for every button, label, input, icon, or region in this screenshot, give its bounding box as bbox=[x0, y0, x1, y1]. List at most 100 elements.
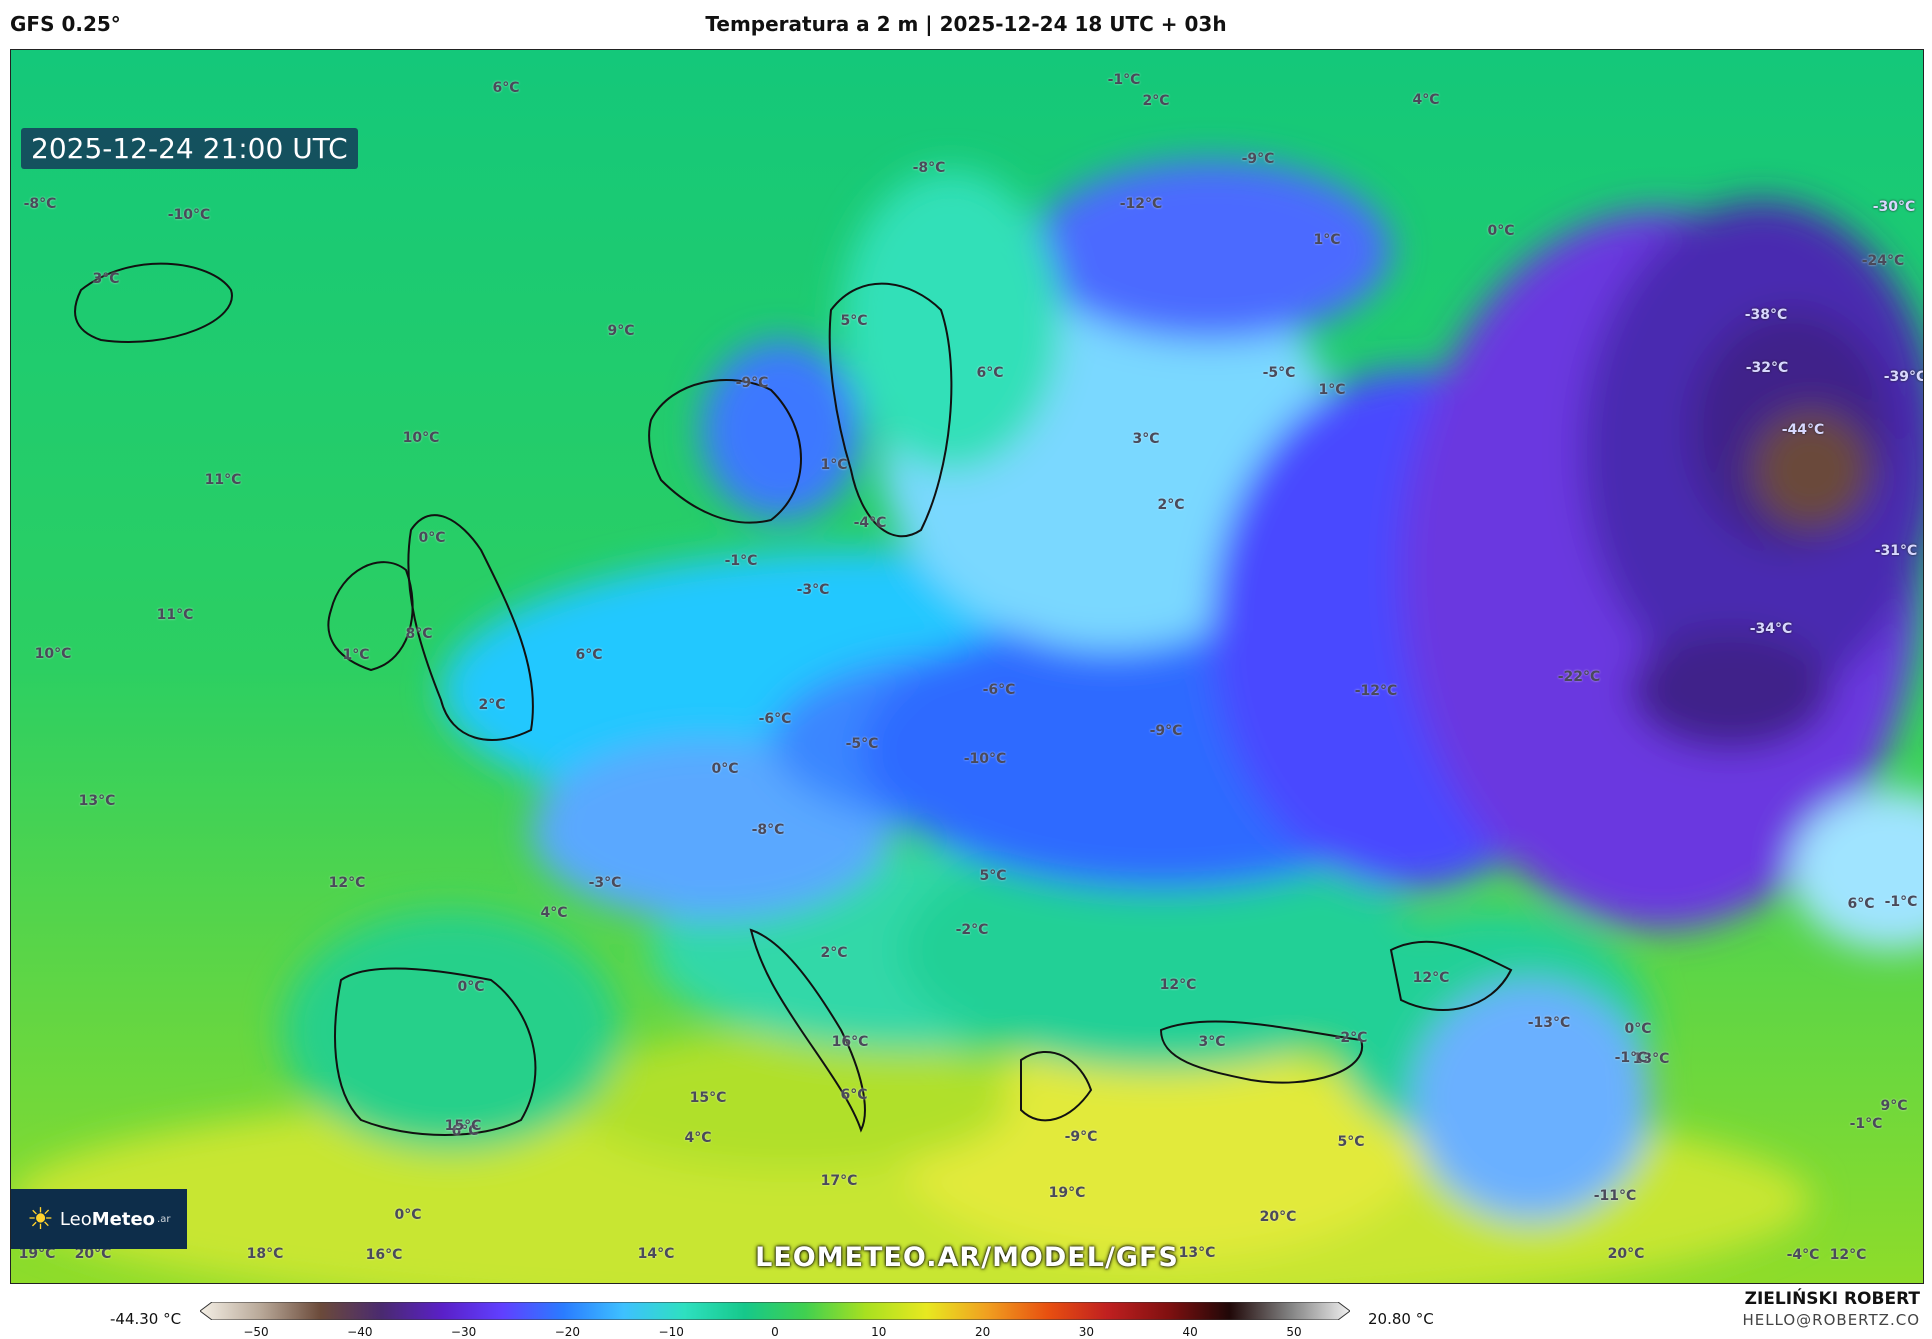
colorbar-tick: 20 bbox=[974, 1325, 991, 1339]
temperature-label: 13°C bbox=[1178, 1245, 1216, 1261]
temperature-label: -2°C bbox=[1334, 1030, 1368, 1046]
temperature-label: 17°C bbox=[820, 1173, 858, 1189]
temperature-label: 6°C bbox=[451, 1123, 479, 1139]
logo-suffix: .ar bbox=[157, 1213, 171, 1225]
temperature-label: -6°C bbox=[982, 682, 1016, 698]
temperature-label: 0°C bbox=[457, 979, 485, 995]
temperature-label: -4°C bbox=[1786, 1247, 1820, 1263]
temperature-label: 19°C bbox=[18, 1246, 56, 1262]
temperature-label: 12°C bbox=[1412, 970, 1450, 986]
colorbar-min-label: -44.30 °C bbox=[110, 1310, 182, 1328]
temperature-label: -10°C bbox=[167, 207, 211, 223]
temperature-label: -4°C bbox=[853, 515, 887, 531]
temperature-label: 16°C bbox=[831, 1034, 869, 1050]
author-email[interactable]: HELLO@ROBERTZ.CO bbox=[1742, 1311, 1920, 1329]
temperature-label: -9°C bbox=[1064, 1129, 1098, 1145]
temperature-label: -12°C bbox=[1354, 683, 1398, 699]
colorbar-tick: −50 bbox=[243, 1325, 269, 1339]
logo-text-light: Leo bbox=[59, 1208, 92, 1230]
temperature-label: -24°C bbox=[1861, 253, 1905, 269]
temperature-label: 0°C bbox=[418, 530, 446, 546]
temperature-label: 5°C bbox=[979, 868, 1007, 884]
temperature-label: -6°C bbox=[758, 711, 792, 727]
temperature-label: -3°C bbox=[588, 875, 622, 891]
temperature-label: 1°C bbox=[1318, 382, 1346, 398]
colorbar-tick: 30 bbox=[1078, 1325, 1095, 1339]
temperature-label: -1°C bbox=[1849, 1116, 1883, 1132]
temperature-label: 0°C bbox=[394, 1207, 422, 1223]
temperature-label: -1°C bbox=[1107, 72, 1141, 88]
temperature-label: -12°C bbox=[1119, 196, 1163, 212]
colorbar-tick: 40 bbox=[1182, 1325, 1198, 1339]
temperature-label: 14°C bbox=[637, 1246, 675, 1262]
temperature-label: -8°C bbox=[751, 822, 785, 838]
temperature-label: -10°C bbox=[963, 751, 1007, 767]
temperature-label: 12°C bbox=[1829, 1247, 1867, 1263]
temperature-label: -5°C bbox=[845, 736, 879, 752]
temperature-label: 6°C bbox=[976, 365, 1004, 381]
temperature-label: 6°C bbox=[1847, 896, 1875, 912]
temperature-label: 2°C bbox=[478, 697, 506, 713]
temperature-label: 16°C bbox=[365, 1247, 403, 1263]
temperature-label: -9°C bbox=[1149, 723, 1183, 739]
valid-time-badge: 2025-12-24 21:00 UTC bbox=[21, 128, 358, 169]
temperature-label: -11°C bbox=[1593, 1188, 1637, 1204]
colorbar bbox=[200, 1302, 1350, 1320]
author-name: ZIELIŃSKI ROBERT bbox=[1744, 1289, 1920, 1309]
temperature-label: 19°C bbox=[1048, 1185, 1086, 1201]
colorbar-max-label: 20.80 °C bbox=[1368, 1310, 1434, 1328]
colorbar-tick: −30 bbox=[450, 1325, 477, 1339]
temperature-label: 12°C bbox=[328, 875, 366, 891]
temperature-label: 0°C bbox=[1624, 1021, 1652, 1037]
temperature-label: -1°C bbox=[1614, 1050, 1648, 1066]
temperature-label: 1°C bbox=[342, 647, 370, 663]
temperature-label: 5°C bbox=[840, 313, 868, 329]
temperature-label: -13°C bbox=[1527, 1015, 1571, 1031]
colorbar-tick: 10 bbox=[871, 1325, 887, 1339]
temperature-label: -8°C bbox=[23, 196, 57, 212]
temperature-label: 9°C bbox=[1880, 1098, 1908, 1114]
temperature-label: -34°C bbox=[1749, 621, 1793, 637]
temperature-label: 2°C bbox=[1142, 93, 1170, 109]
temperature-label: 9°C bbox=[607, 323, 635, 339]
temperature-map[interactable]: 2025-12-24 21:00 UTC 6°C -1°C 2°C 4°C -8°C -9… bbox=[10, 49, 1924, 1284]
temperature-label: 12°C bbox=[1159, 977, 1197, 993]
temperature-label: -32°C bbox=[1745, 360, 1789, 376]
colorbar-tick: 50 bbox=[1286, 1325, 1302, 1339]
model-name: GFS 0.25° bbox=[10, 12, 121, 36]
colorbar-tick: −20 bbox=[554, 1325, 581, 1339]
temperature-label: 6°C bbox=[492, 80, 520, 96]
logo-text-bold: Meteo bbox=[91, 1208, 156, 1230]
site-watermark: LEOMETEO.AR/MODEL/GFS bbox=[755, 1242, 1179, 1273]
temperature-label: -8°C bbox=[912, 160, 946, 176]
temperature-label: 11°C bbox=[156, 607, 194, 623]
temperature-label: 1°C bbox=[1313, 232, 1341, 248]
temperature-label: 4°C bbox=[1412, 92, 1440, 108]
temperature-label: -31°C bbox=[1874, 543, 1918, 559]
temperature-label: 0°C bbox=[1487, 223, 1515, 239]
temperature-label: 20°C bbox=[74, 1246, 112, 1262]
temperature-label: 13°C bbox=[1632, 1051, 1670, 1067]
temperature-label: 15°C bbox=[689, 1090, 727, 1106]
temperature-label: 18°C bbox=[246, 1246, 284, 1262]
colorbar-tick: −40 bbox=[347, 1325, 373, 1339]
temperature-label: -2°C bbox=[955, 922, 989, 938]
temperature-label: 8°C bbox=[405, 626, 433, 642]
temperature-label: 10°C bbox=[34, 646, 72, 662]
temperature-label: -38°C bbox=[1744, 307, 1788, 323]
temperature-label: 3°C bbox=[1132, 431, 1160, 447]
temperature-label: 2°C bbox=[1157, 497, 1185, 513]
temperature-label: 3°C bbox=[1198, 1034, 1226, 1050]
temperature-label: -9°C bbox=[735, 375, 769, 391]
temperature-label: -30°C bbox=[1872, 199, 1916, 215]
temperature-label: -1°C bbox=[1884, 894, 1918, 910]
temperature-label: -39°C bbox=[1883, 369, 1924, 385]
temperature-label: -22°C bbox=[1557, 669, 1601, 685]
colorbar-tick: 0 bbox=[771, 1325, 779, 1339]
temperature-field bbox=[11, 50, 1923, 1283]
temperature-label: -44°C bbox=[1781, 422, 1825, 438]
temperature-label: 5°C bbox=[1337, 1134, 1365, 1150]
temperature-label: 10°C bbox=[402, 430, 440, 446]
leometeo-logo: ☀ Leo Meteo .ar bbox=[11, 1189, 187, 1249]
chart-title: Temperatura a 2 m | 2025-12-24 18 UTC + … bbox=[705, 12, 1227, 36]
